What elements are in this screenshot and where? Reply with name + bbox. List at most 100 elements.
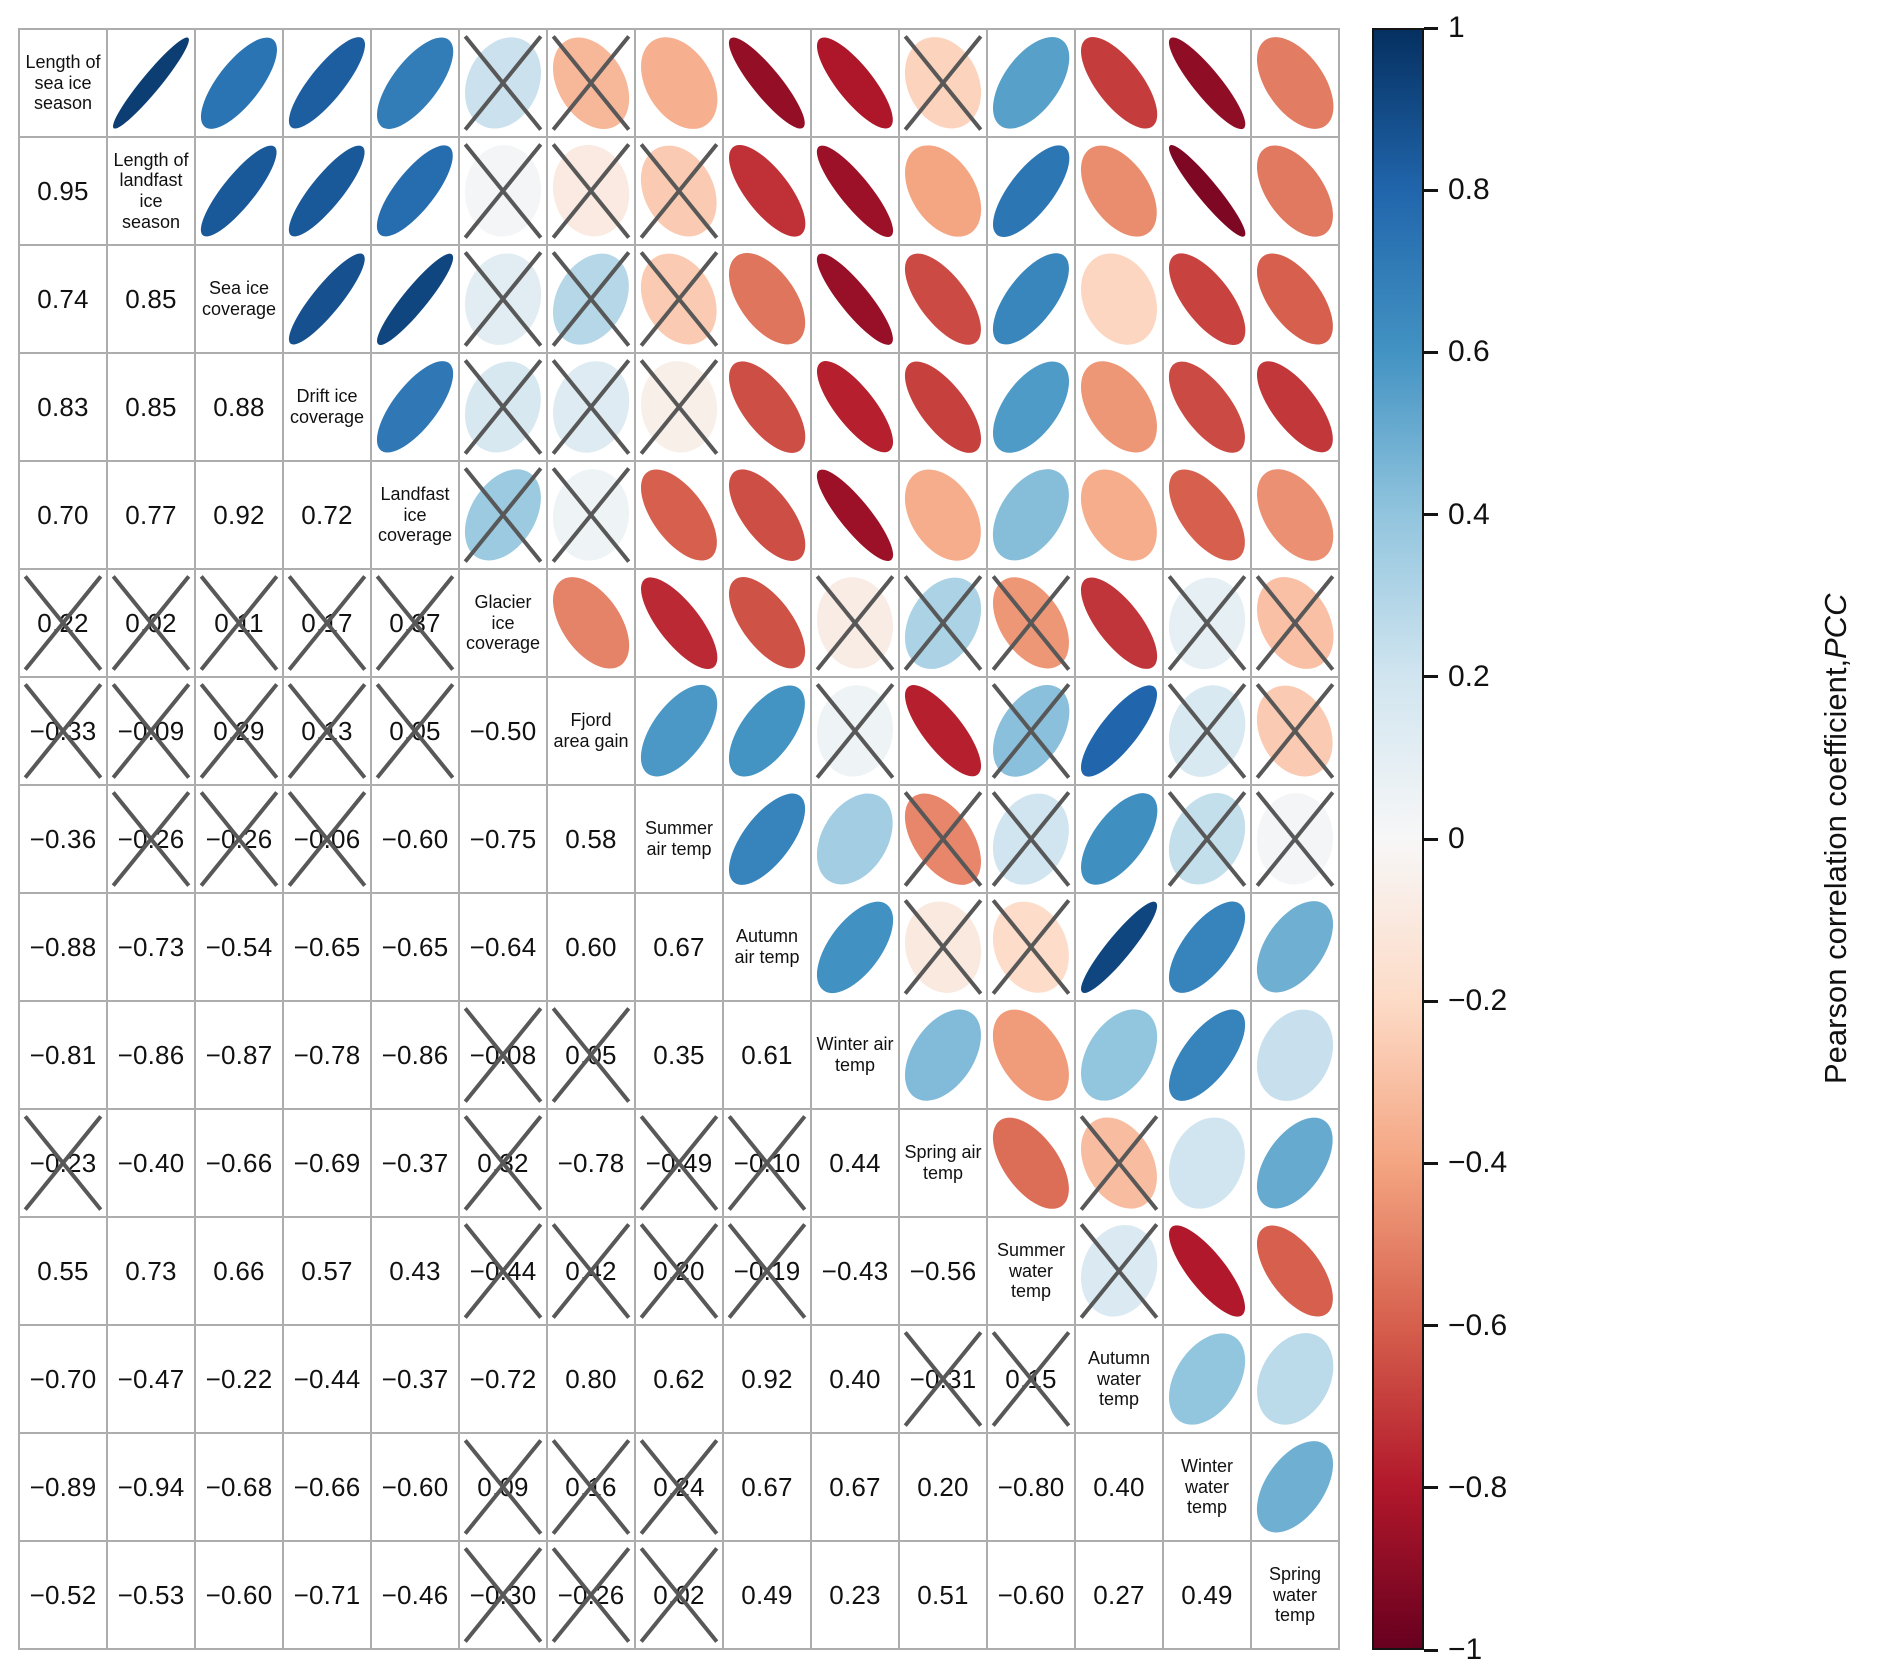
matrix-cell: −0.09 [108,678,194,784]
correlation-ellipse [636,30,722,136]
matrix-cell [1164,570,1250,676]
colorbar-tick [1424,513,1438,517]
matrix-cell: −0.26 [548,1542,634,1648]
matrix-cell: −0.37 [372,1326,458,1432]
matrix-cell: −0.69 [284,1110,370,1216]
matrix-cell: 0.51 [900,1542,986,1648]
not-significant-cross-icon [548,1002,634,1108]
matrix-cell [812,570,898,676]
variable-label: Spring water temp [1268,1563,1322,1626]
correlation-ellipse [812,462,898,568]
matrix-cell: 0.70 [20,462,106,568]
matrix-cell [1252,138,1338,244]
matrix-cell: −0.89 [20,1434,106,1540]
correlation-ellipse [724,138,810,244]
matrix-cell [548,138,634,244]
correlation-ellipse [724,30,810,136]
correlation-value: −0.78 [557,1147,625,1178]
matrix-cell: −0.54 [196,894,282,1000]
matrix-cell: −0.22 [196,1326,282,1432]
matrix-cell [988,570,1074,676]
not-significant-cross-icon [812,678,898,784]
correlation-value: −0.87 [205,1039,273,1070]
matrix-cell [724,462,810,568]
correlation-ellipse [900,246,986,352]
matrix-cell [988,246,1074,352]
matrix-cell: −0.71 [284,1542,370,1648]
matrix-cell [1252,1110,1338,1216]
matrix-cell: −0.78 [548,1110,634,1216]
correlation-ellipse [812,894,898,1000]
matrix-cell: −0.86 [108,1002,194,1108]
not-significant-cross-icon [1252,786,1338,892]
colorbar-tick [1424,350,1438,354]
matrix-cell: 0.49 [724,1542,810,1648]
matrix-cell [988,354,1074,460]
matrix-cell [724,678,810,784]
correlation-ellipse [1164,1326,1250,1432]
matrix-cell [988,138,1074,244]
matrix-cell: 0.35 [636,1002,722,1108]
matrix-cell: −0.44 [284,1326,370,1432]
not-significant-cross-icon [636,354,722,460]
matrix-cell [108,30,194,136]
matrix-cell: −0.46 [372,1542,458,1648]
matrix-cell: −0.52 [20,1542,106,1648]
correlation-ellipse [1252,1218,1338,1324]
matrix-cell [812,786,898,892]
matrix-cell [460,138,546,244]
correlation-value: −0.66 [205,1147,273,1178]
matrix-cell [636,138,722,244]
matrix-cell: −0.53 [108,1542,194,1648]
colorbar-tick [1424,1486,1438,1490]
matrix-cell: −0.86 [372,1002,458,1108]
matrix-cell: −0.60 [196,1542,282,1648]
colorbar-tick-label: 0.2 [1448,659,1490,693]
variable-label: Winter water temp [1180,1455,1233,1518]
matrix-cell [900,138,986,244]
matrix-cell: Length of sea ice season [20,30,106,136]
correlation-value: −0.36 [29,823,97,854]
matrix-cell: 0.83 [20,354,106,460]
matrix-cell: −0.60 [372,786,458,892]
correlation-ellipse [988,246,1074,352]
correlation-value: −0.69 [293,1147,361,1178]
correlation-value: 0.67 [653,931,705,962]
matrix-cell: 0.43 [372,1218,458,1324]
not-significant-cross-icon [196,678,282,784]
not-significant-cross-icon [1076,1218,1162,1324]
matrix-cell: −0.64 [460,894,546,1000]
matrix-cell [988,678,1074,784]
matrix-cell: 0.58 [548,786,634,892]
colorbar-tick [1424,1324,1438,1328]
correlation-ellipse [108,30,194,136]
not-significant-cross-icon [1252,678,1338,784]
correlation-value: 0.85 [125,283,177,314]
matrix-cell: 0.66 [196,1218,282,1324]
colorbar-tick-label: 0.4 [1448,497,1490,531]
colorbar-axis-label-text: Pearson correlation coefficient, [1818,659,1853,1085]
not-significant-cross-icon [900,1326,986,1432]
matrix-cell: −0.70 [20,1326,106,1432]
correlation-ellipse [900,138,986,244]
matrix-cell: Glacier ice coverage [460,570,546,676]
matrix-cell [284,246,370,352]
correlation-value: 0.80 [565,1363,617,1394]
correlation-value: −0.46 [381,1579,449,1610]
colorbar-tick-label: −1 [1448,1633,1483,1666]
matrix-cell: −0.08 [460,1002,546,1108]
matrix-cell: Winter air temp [812,1002,898,1108]
not-significant-cross-icon [900,30,986,136]
correlation-value: 0.58 [565,823,617,854]
correlation-value: −0.86 [117,1039,185,1070]
correlation-ellipse [636,570,722,676]
not-significant-cross-icon [108,678,194,784]
colorbar-tick-label: −0.4 [1448,1146,1508,1180]
matrix-cell [1252,786,1338,892]
matrix-cell: 0.80 [548,1326,634,1432]
not-significant-cross-icon [20,570,106,676]
correlation-ellipse [1076,786,1162,892]
matrix-cell: −0.30 [460,1542,546,1648]
matrix-cell [1076,30,1162,136]
